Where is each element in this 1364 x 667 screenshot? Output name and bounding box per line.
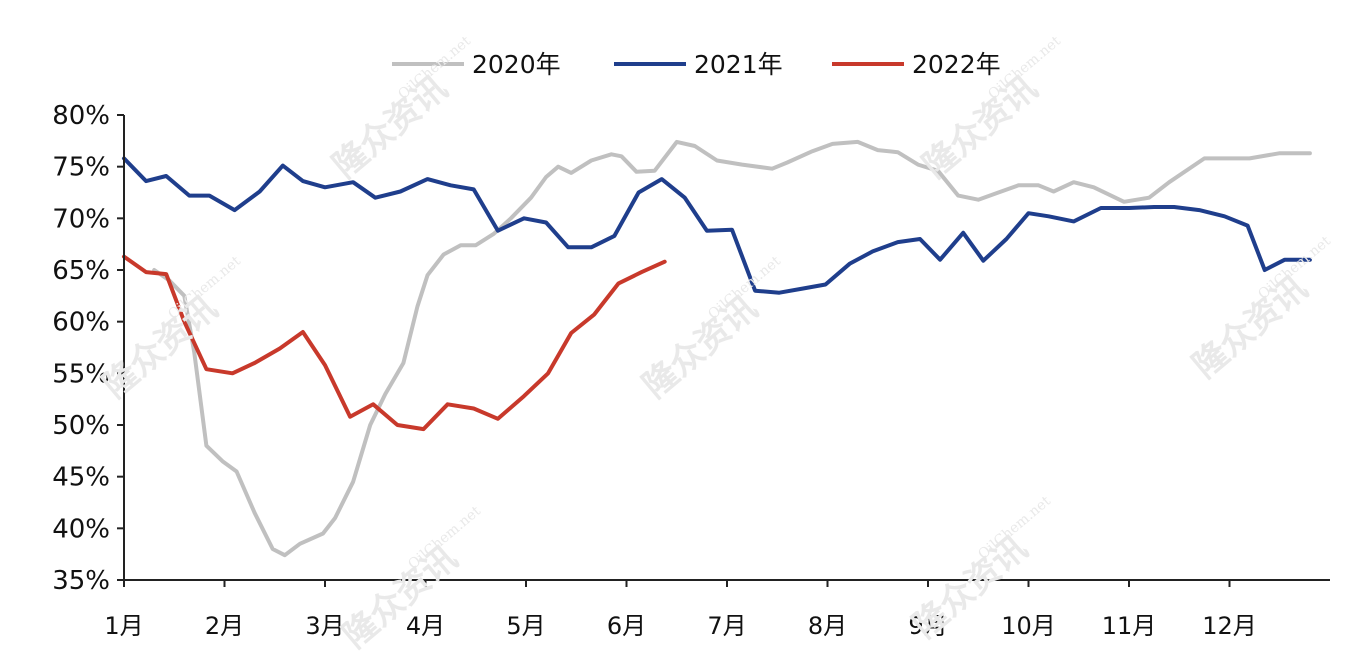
y-tick-label: 60% <box>52 308 110 338</box>
y-tick-label: 35% <box>52 566 110 596</box>
axes-layer <box>123 115 1330 581</box>
y-tick-label: 80% <box>52 101 110 131</box>
legend-label-3: 2022年 <box>912 50 1001 79</box>
x-tick-label: 8月 <box>808 612 847 640</box>
x-tick-label: 11月 <box>1102 612 1157 640</box>
legend-label-2: 2021年 <box>694 50 783 79</box>
y-tick-label: 65% <box>52 256 110 286</box>
legend-label-1: 2020年 <box>472 50 561 79</box>
x-tick-label: 7月 <box>707 612 746 640</box>
x-tick-label: 9月 <box>908 612 947 640</box>
y-tick-label: 50% <box>52 411 110 441</box>
x-tick-label: 12月 <box>1202 612 1257 640</box>
series-line-2 <box>122 156 1312 295</box>
legend: 2020年 2021年 2022年 <box>392 50 1001 79</box>
x-tick-label: 6月 <box>607 612 646 640</box>
y-tick-label: 45% <box>52 463 110 493</box>
y-tick-label: 40% <box>52 514 110 544</box>
y-tick-label: 70% <box>52 204 110 234</box>
x-tick-label: 10月 <box>1001 612 1056 640</box>
x-tick-label: 4月 <box>406 612 445 640</box>
x-tick-label: 1月 <box>104 612 143 640</box>
x-tick-label: 5月 <box>506 612 545 640</box>
x-axis-ticks: 1月 2月 3月 4月 5月 6月 7月 8月 9月 10月 11月 12月 <box>104 580 1257 640</box>
y-axis-ticks: 35% 40% 45% 50% 55% 60% 65% 70% 75% 80% <box>52 101 124 596</box>
series-line-1 <box>152 139 1312 558</box>
series-layer <box>122 139 1312 558</box>
y-tick-label: 55% <box>52 359 110 389</box>
x-tick-label: 3月 <box>305 612 344 640</box>
x-tick-label: 2月 <box>205 612 244 640</box>
series-line-3 <box>122 254 667 432</box>
y-tick-label: 75% <box>52 153 110 183</box>
